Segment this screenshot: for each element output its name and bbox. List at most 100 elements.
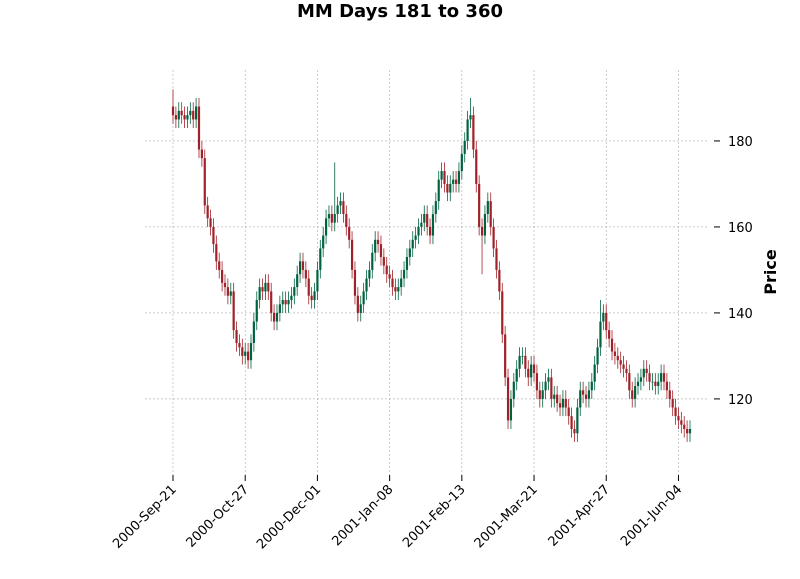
candle-body bbox=[596, 347, 599, 365]
candle-body bbox=[668, 390, 671, 399]
candle-body bbox=[252, 321, 255, 344]
x-tick-label: 2000-Sep-21 bbox=[110, 482, 180, 552]
candle-body bbox=[215, 244, 218, 262]
candle-body bbox=[660, 373, 663, 382]
candle-body bbox=[333, 214, 336, 223]
candle-body bbox=[368, 269, 371, 279]
candle-body bbox=[460, 153, 463, 172]
candle-body bbox=[301, 261, 305, 270]
candle-body bbox=[261, 287, 264, 292]
candle-body bbox=[180, 110, 183, 116]
candle-body bbox=[264, 282, 267, 292]
candle-body bbox=[524, 355, 527, 369]
candle-body bbox=[379, 244, 383, 258]
candle-body bbox=[564, 398, 567, 408]
candle-body bbox=[324, 218, 328, 236]
x-tick-label: 2001-Apr-27 bbox=[546, 482, 613, 549]
x-tick-label: 2001-Mar-21 bbox=[472, 482, 541, 551]
candle-body bbox=[235, 330, 238, 344]
candle-body bbox=[556, 394, 559, 404]
candle-body bbox=[504, 334, 507, 378]
candle-body bbox=[278, 304, 281, 313]
candle-body bbox=[489, 201, 492, 227]
candle-body bbox=[674, 407, 677, 417]
candle-body bbox=[483, 214, 487, 236]
candle-body bbox=[284, 300, 287, 305]
candle-body bbox=[339, 201, 342, 206]
candle-body bbox=[287, 300, 290, 305]
y-axis-label: Price bbox=[761, 249, 780, 295]
candle-body bbox=[376, 239, 380, 245]
candle-body bbox=[628, 373, 631, 391]
candle-body bbox=[567, 407, 570, 417]
candle-body bbox=[480, 226, 484, 236]
candle-body bbox=[466, 119, 469, 141]
y-tick-label: 120 bbox=[728, 393, 753, 408]
candle-body bbox=[631, 390, 634, 399]
x-tick-label: 2001-Jun-04 bbox=[618, 482, 685, 549]
candle-body bbox=[498, 269, 501, 292]
candle-body bbox=[310, 295, 313, 301]
candle-body bbox=[622, 364, 625, 369]
candle-body bbox=[518, 355, 521, 369]
candle-body bbox=[183, 115, 186, 120]
x-tick-label: 2001-Jan-08 bbox=[329, 482, 396, 549]
candle-body bbox=[434, 201, 437, 215]
candle-body bbox=[457, 171, 461, 184]
candle-body bbox=[541, 390, 544, 399]
candle-body bbox=[492, 226, 495, 249]
candle-body bbox=[417, 226, 420, 236]
candle-body bbox=[651, 381, 654, 383]
y-tick-label: 180 bbox=[728, 135, 753, 150]
candle-body bbox=[610, 338, 614, 352]
candle-body bbox=[561, 398, 565, 408]
candle-body bbox=[463, 140, 466, 154]
candle-body bbox=[316, 269, 319, 292]
candle-body bbox=[478, 183, 481, 227]
candle-body bbox=[408, 248, 411, 258]
candle-body bbox=[223, 282, 227, 288]
candle-body bbox=[270, 291, 273, 313]
candle-body bbox=[423, 214, 426, 223]
candle-body bbox=[535, 373, 539, 391]
candle-body bbox=[547, 377, 550, 382]
candle-body bbox=[200, 149, 203, 159]
candle-body bbox=[374, 239, 377, 253]
candle-body bbox=[275, 312, 279, 322]
candle-body bbox=[579, 390, 582, 408]
candle-body bbox=[654, 381, 657, 387]
candle-body bbox=[558, 403, 562, 408]
candle-body bbox=[267, 282, 270, 292]
candle-body bbox=[686, 428, 689, 434]
y-tick-label: 140 bbox=[728, 307, 753, 322]
candle-body bbox=[353, 269, 357, 296]
x-tick-label: 2001-Feb-13 bbox=[400, 482, 469, 551]
candle-body bbox=[290, 295, 293, 301]
candle-body bbox=[509, 398, 513, 421]
candle-body bbox=[218, 261, 221, 270]
candle-body bbox=[616, 355, 619, 361]
candle-body bbox=[400, 278, 403, 288]
candle-body bbox=[657, 381, 660, 387]
candle-body bbox=[605, 312, 608, 331]
candle-body bbox=[298, 261, 302, 275]
candle-body bbox=[584, 394, 588, 399]
candle-body bbox=[241, 347, 244, 356]
candle-body bbox=[322, 235, 325, 249]
candle-body bbox=[402, 269, 406, 279]
candle-body bbox=[365, 278, 368, 292]
candle-body bbox=[599, 321, 602, 348]
candle-body bbox=[550, 377, 553, 399]
candle-body bbox=[272, 312, 276, 322]
candle-body bbox=[189, 110, 192, 116]
candle-body bbox=[293, 287, 296, 296]
candle-body bbox=[665, 381, 668, 391]
candle-body bbox=[636, 381, 640, 387]
candle-body bbox=[388, 274, 391, 279]
candle-body bbox=[440, 171, 443, 180]
candle-body bbox=[209, 218, 212, 227]
candle-body bbox=[356, 295, 359, 313]
candle-body bbox=[203, 158, 206, 206]
